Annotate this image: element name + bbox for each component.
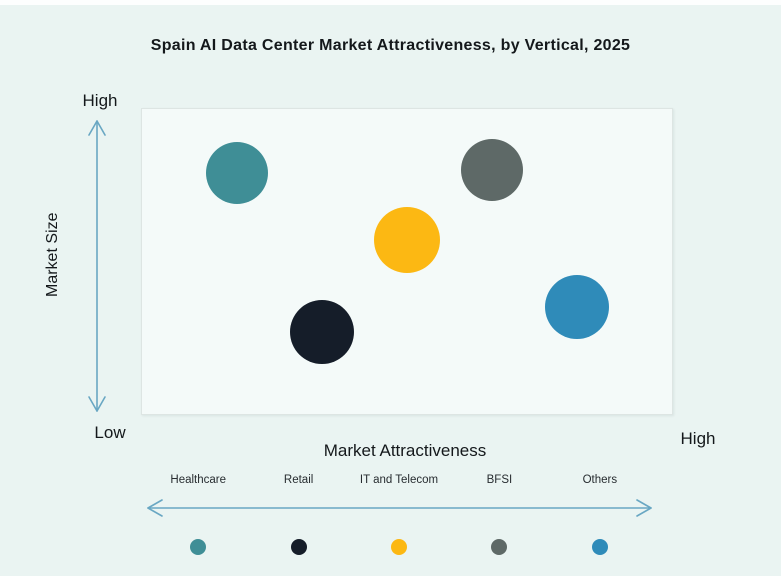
legend-dot-it-and-telecom — [391, 539, 408, 555]
legend-label-retail: Retail — [283, 474, 314, 486]
y-axis-high-label: High — [82, 91, 118, 110]
legend-dot-cell-bfsi — [449, 538, 549, 556]
x-axis-high-label: High — [680, 429, 716, 448]
legend-dot-others — [591, 539, 608, 555]
legend-label-healthcare: Healthcare — [170, 474, 227, 486]
legend-dot-cell-others — [550, 538, 650, 556]
y-axis-low-label: Low — [94, 423, 126, 442]
legend-label-it-and-telecom: IT and Telecom — [359, 474, 439, 486]
plot-area — [141, 108, 673, 415]
y-axis-arrow — [88, 120, 106, 412]
legend-dot-cell-retail — [248, 538, 348, 556]
legend-dot-bfsi — [491, 539, 508, 555]
legend-dot-cell-healthcare — [148, 538, 248, 556]
bubble-bfsi — [460, 139, 523, 201]
legend-label-bfsi: BFSI — [486, 474, 513, 486]
bubble-retail — [290, 299, 355, 364]
top-margin-strip — [0, 0, 781, 5]
x-axis-legend-arrow — [147, 499, 652, 517]
bubble-healthcare — [206, 142, 269, 205]
legend-label-others: Others — [582, 474, 618, 486]
x-axis-title: Market Attractiveness — [323, 441, 487, 460]
y-axis-title: Market Size — [44, 212, 61, 298]
legend-dots-row — [148, 538, 650, 556]
chart-title: Spain AI Data Center Market Attractivene… — [150, 37, 631, 54]
legend-dot-retail — [290, 539, 307, 555]
bubble-others — [544, 275, 609, 340]
legend-dot-healthcare — [190, 539, 207, 555]
legend-dot-cell-it-and-telecom — [349, 538, 449, 556]
legend-labels-row: Healthcare Retail IT and Telecom BFSI Others — [148, 474, 650, 486]
bubble-it-and-telecom — [374, 207, 440, 274]
